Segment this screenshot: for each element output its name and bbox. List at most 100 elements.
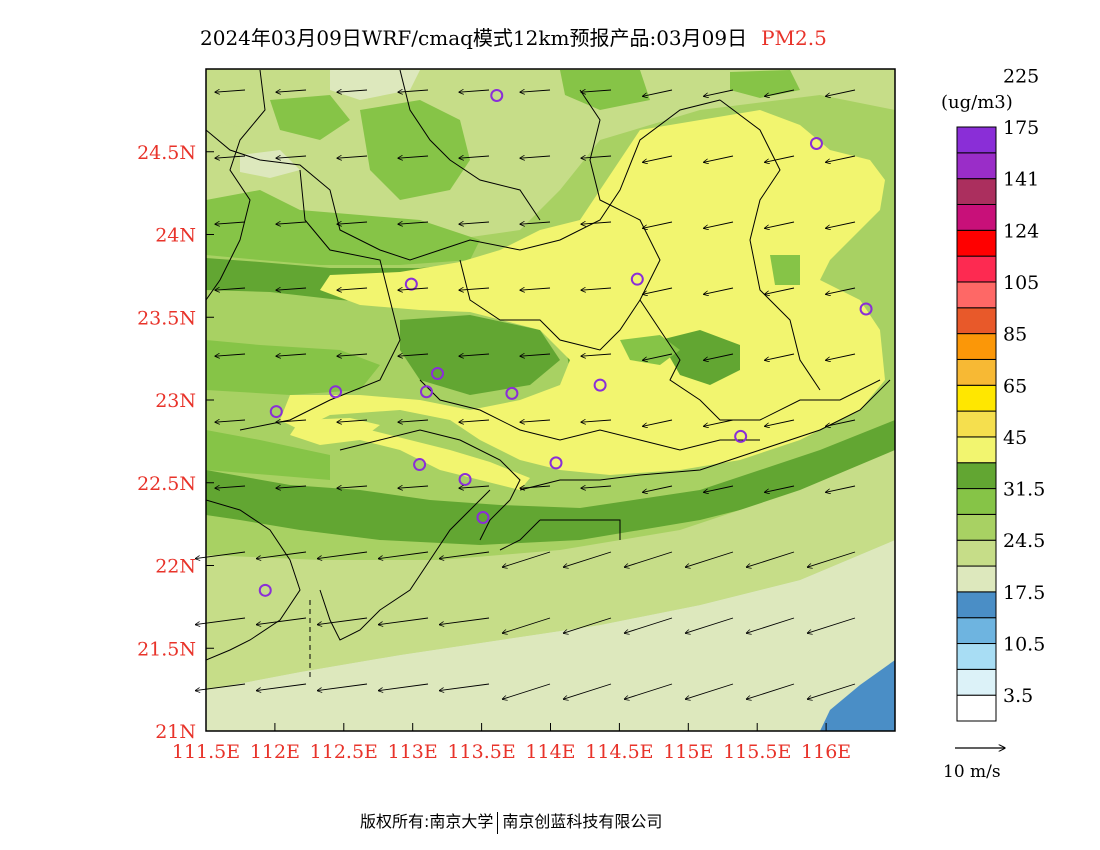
- wind-vector: [502, 617, 551, 633]
- wind-vector: [215, 222, 246, 224]
- wind-vector: [746, 617, 795, 633]
- wind-vector: [826, 89, 856, 96]
- legend-swatch: [956, 617, 997, 645]
- station-marker: [476, 511, 490, 525]
- wind-vector: [398, 486, 429, 488]
- wind-vector: [398, 354, 429, 356]
- wind-vector: [826, 485, 856, 492]
- wind-vector: [215, 354, 246, 356]
- station-marker: [809, 136, 823, 150]
- wind-vector: [704, 155, 734, 162]
- wind-vector: [581, 420, 612, 422]
- x-tick-label: 111.5E: [172, 741, 240, 763]
- x-tick-label: 113.5E: [447, 741, 515, 763]
- wind-vector: [398, 156, 429, 158]
- x-tick-label: 112.5E: [310, 741, 378, 763]
- wind-vector: [276, 222, 307, 224]
- map-title: 2024年03月09日WRF/cmaq模式12km预报产品:03月09日 PM2.…: [200, 22, 940, 50]
- x-tick-label: 114.5E: [585, 741, 653, 763]
- station-marker: [329, 385, 343, 399]
- title-pollutant: PM2.5: [761, 26, 827, 50]
- wind-vector: [643, 485, 673, 492]
- wind-vector: [704, 485, 734, 492]
- legend-label: 105: [1003, 272, 1039, 294]
- legend-swatch: [956, 436, 997, 464]
- wind-vector: [704, 353, 734, 360]
- wind-vector: [276, 156, 307, 158]
- wind-vector: [337, 354, 368, 356]
- station-marker: [413, 458, 427, 472]
- station-marker: [549, 456, 563, 470]
- wind-vector: [256, 683, 307, 691]
- wind-vector: [704, 419, 734, 426]
- wind-vector: [520, 420, 551, 422]
- legend-swatch: [956, 152, 997, 180]
- legend-swatch: [956, 539, 997, 567]
- x-tick-label: 116E: [801, 741, 851, 763]
- station-marker: [630, 272, 644, 286]
- wind-vector: [704, 221, 734, 228]
- wind-vector: [398, 222, 429, 224]
- wind-vector: [563, 551, 612, 567]
- wind-vector: [624, 683, 673, 699]
- wind-vector: [337, 288, 368, 290]
- wind-vector: [826, 419, 856, 426]
- wind-vector: [276, 420, 307, 422]
- station-marker: [269, 405, 283, 419]
- footer-left: 版权所有:南京大学: [360, 812, 494, 831]
- wind-vectors: [195, 89, 856, 699]
- legend-swatch: [956, 462, 997, 490]
- x-tick-label: 114E: [525, 741, 575, 763]
- wind-vector: [581, 156, 612, 158]
- y-tick-label: 24.5N: [137, 142, 196, 164]
- wind-vector: [276, 486, 307, 488]
- station-marker: [431, 367, 445, 381]
- wind-vector: [256, 551, 307, 559]
- station-marker: [859, 302, 873, 316]
- station-marker: [593, 378, 607, 392]
- wind-vector: [685, 551, 734, 567]
- wind-vector: [746, 551, 795, 567]
- wind-vector: [826, 287, 856, 294]
- wind-vector: [765, 287, 795, 294]
- wind-vector: [581, 288, 612, 290]
- wind-vector: [624, 551, 673, 567]
- x-tick-label: 115E: [663, 741, 713, 763]
- legend-swatch: [956, 333, 997, 360]
- wind-vector: [581, 222, 612, 224]
- wind-vector: [685, 683, 734, 699]
- station-marker: [734, 429, 748, 443]
- wind-vector: [317, 551, 368, 559]
- station-marker: [505, 386, 519, 400]
- wind-vector: [765, 221, 795, 228]
- legend-label: 3.5: [1003, 685, 1033, 707]
- wind-vector: [215, 420, 246, 422]
- wind-vector: [563, 683, 612, 699]
- wind-vector: [807, 617, 856, 633]
- color-legend: 3.5 10.5 17.5 24.5 31.5 45 65 85 105 124 141 175 225: [956, 65, 1045, 722]
- wind-vector: [215, 90, 246, 92]
- x-tick-label: 113E: [388, 741, 438, 763]
- legend-swatch: [956, 178, 997, 205]
- y-tick-label: 23N: [155, 390, 196, 412]
- wind-vector: [276, 288, 307, 290]
- wind-vector: [439, 683, 490, 691]
- wind-vector: [704, 89, 734, 96]
- wind-vector: [643, 353, 673, 360]
- wind-vector: [459, 90, 490, 92]
- wind-vector: [704, 287, 734, 294]
- y-tick-label: 21.5N: [137, 638, 196, 660]
- wind-vector: [826, 155, 856, 162]
- legend-swatch: [956, 307, 997, 335]
- admin-boundaries: [206, 69, 891, 680]
- wind-vector: [643, 89, 673, 96]
- legend-swatch: [956, 643, 997, 670]
- legend-swatch: [956, 281, 997, 309]
- wind-vector: [643, 419, 673, 426]
- station-marker: [258, 583, 272, 597]
- wind-reference-label: 10 m/s: [943, 762, 1001, 782]
- wind-vector: [337, 222, 368, 224]
- station-marker: [458, 472, 472, 486]
- y-tick-label: 23.5N: [137, 307, 196, 329]
